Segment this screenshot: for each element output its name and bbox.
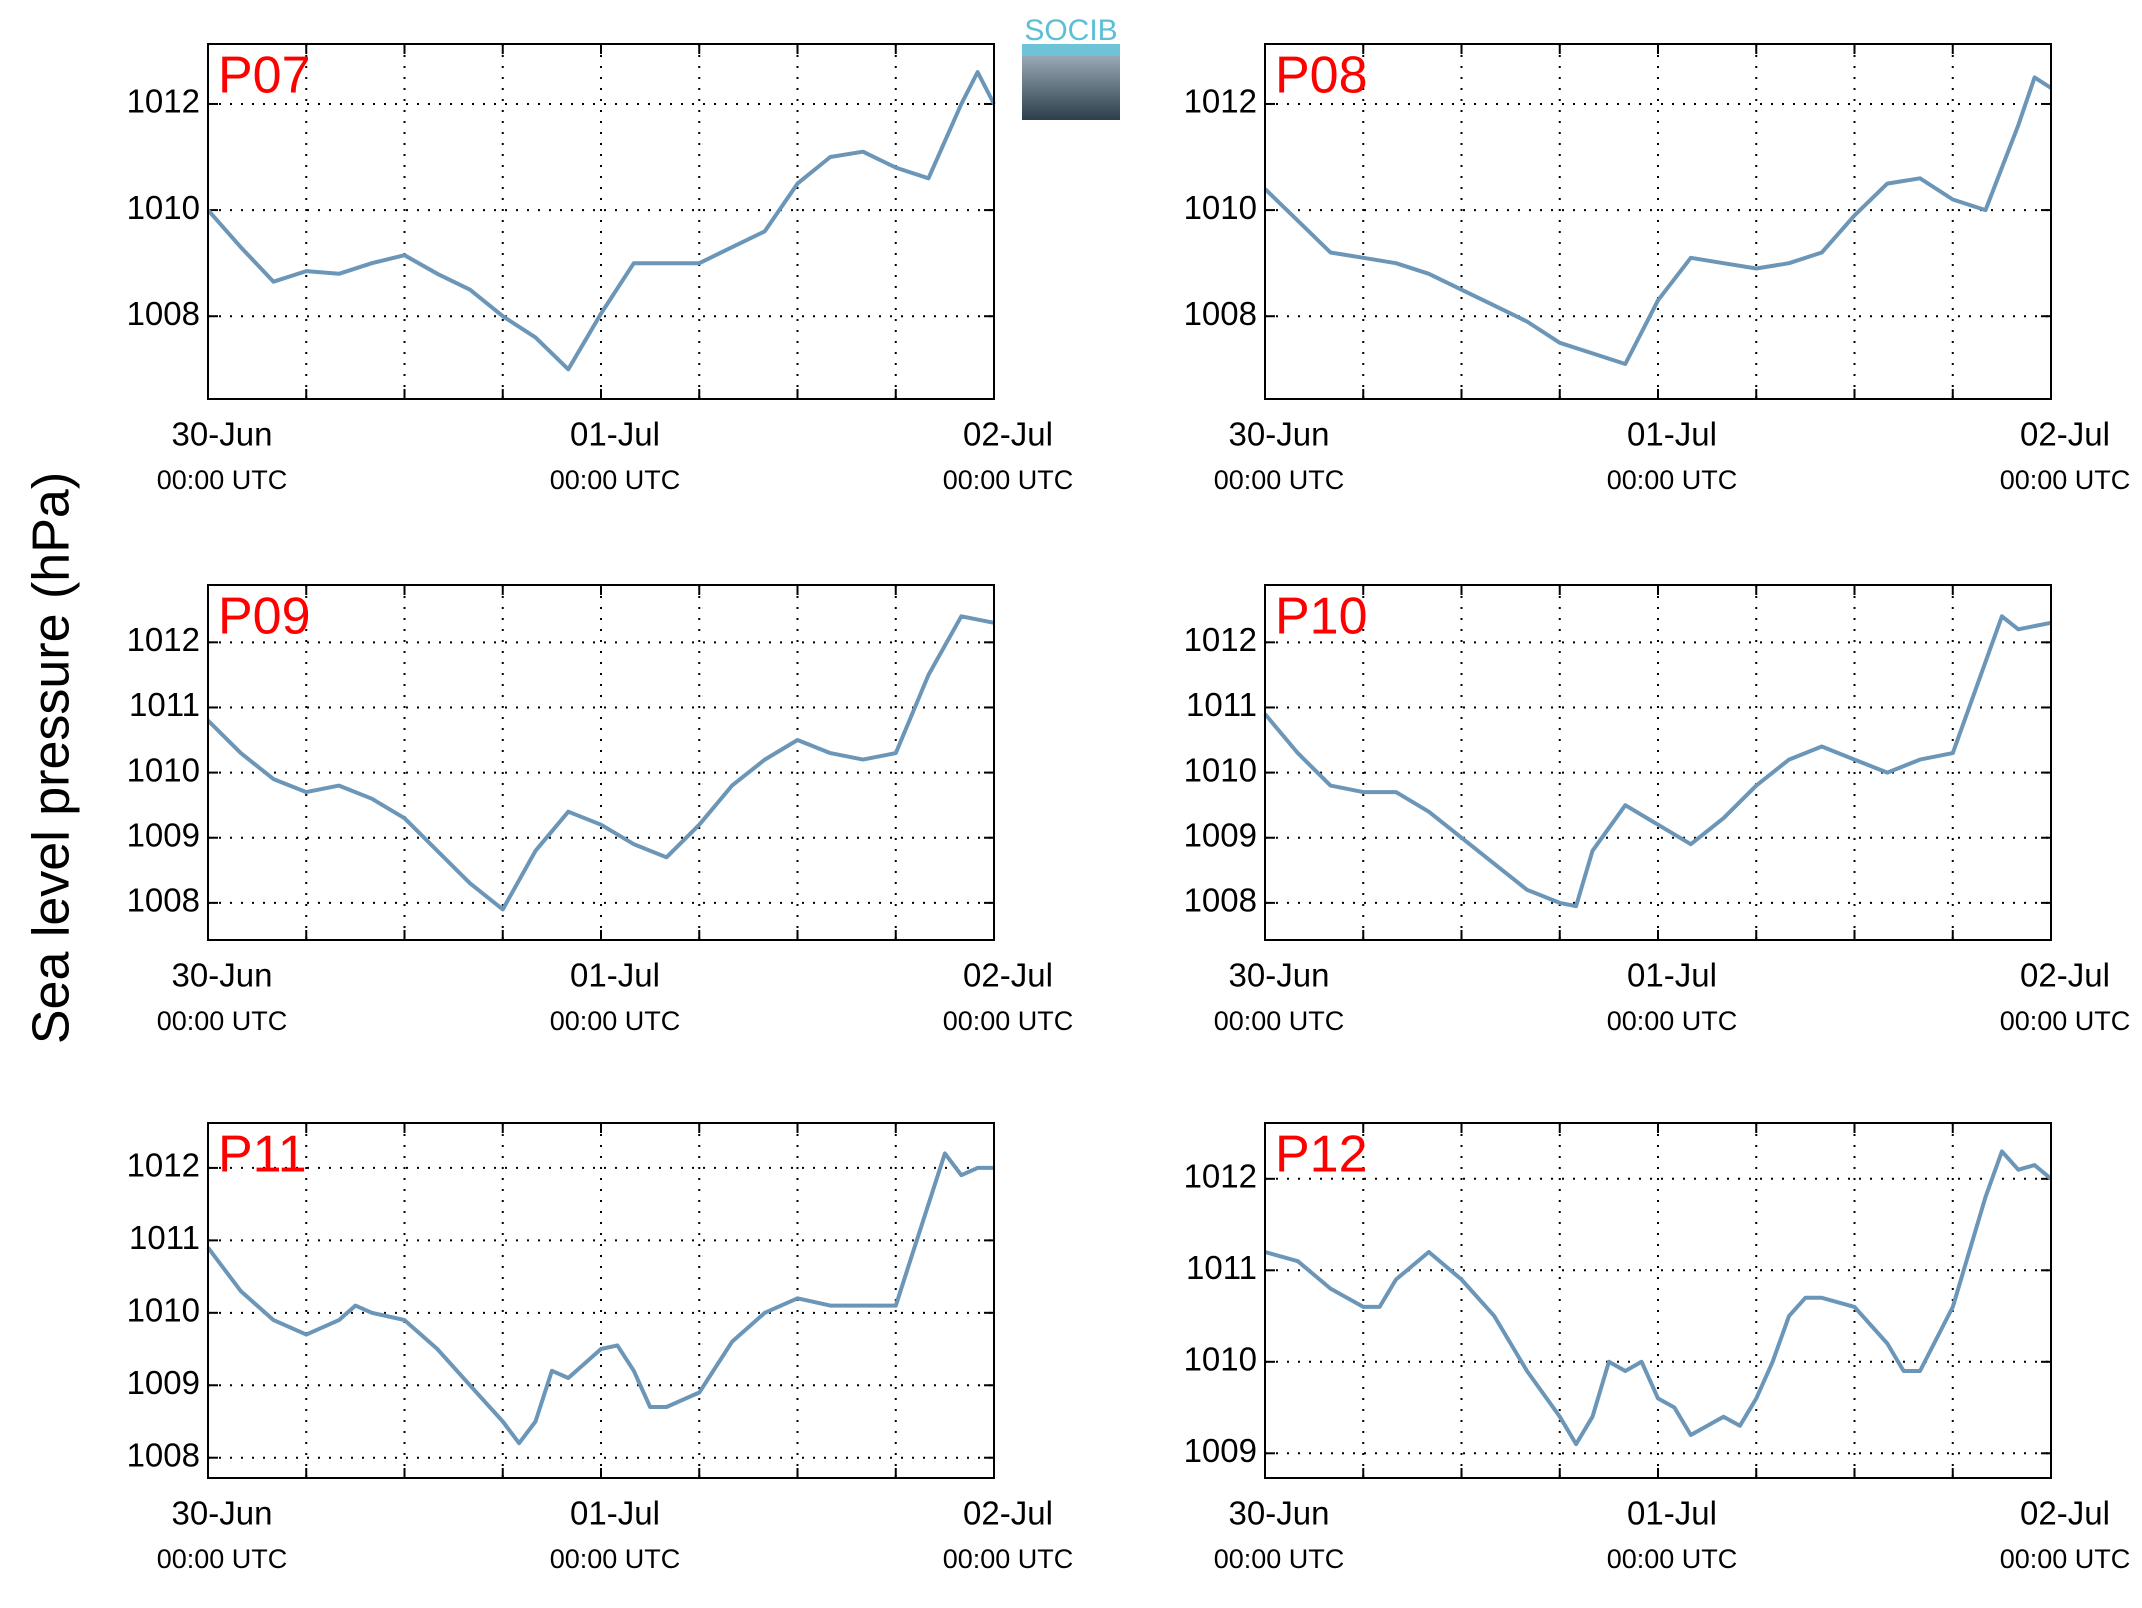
- x-tick-label: 30-Jun: [1229, 1495, 1330, 1532]
- plot-frame: [207, 584, 995, 941]
- plot-frame: [1264, 584, 2052, 941]
- x-tick-sublabel: 00:00 UTC: [1214, 1544, 1345, 1574]
- y-tick-label: 1009: [1184, 1432, 1257, 1469]
- logo: SOCIB: [1022, 14, 1120, 120]
- y-axis-label: Sea level pressure (hPa): [23, 472, 81, 1044]
- plot-frame: [207, 43, 995, 400]
- y-tick-label: 1012: [127, 1147, 200, 1184]
- plot-frame: [207, 1122, 995, 1479]
- x-tick-label: 02-Jul: [963, 957, 1053, 994]
- x-tick-sublabel: 00:00 UTC: [1607, 1544, 1738, 1574]
- plot-frame: [1264, 43, 2052, 400]
- panel-title: P07: [218, 47, 311, 105]
- panel: 1008 1010 1012 30-Jun 00:00 UTC 01-Jul 00:00 U…: [1184, 43, 2131, 495]
- data-line: [1263, 614, 2052, 909]
- panel: 1008 1009 1010 1011 1012 30-Jun 00:00 UTC 01-Ju…: [127, 584, 1074, 1036]
- x-tick-label: 30-Jun: [172, 1495, 273, 1532]
- y-tick-label: 1009: [127, 816, 200, 853]
- x-tick-sublabel: 00:00 UTC: [1214, 1006, 1345, 1036]
- y-tick-label: 1012: [127, 621, 200, 658]
- x-tick-label: 01-Jul: [1627, 416, 1717, 453]
- x-tick-sublabel: 00:00 UTC: [157, 1006, 288, 1036]
- panel-title: P10: [1275, 588, 1368, 646]
- panel-title: P08: [1275, 47, 1368, 105]
- x-tick-sublabel: 00:00 UTC: [1607, 1006, 1738, 1036]
- x-tick-sublabel: 00:00 UTC: [550, 1544, 681, 1574]
- panel: 1009 1010 1011 1012 30-Jun 00:00 UTC 01-Jul 00:…: [1184, 1122, 2131, 1574]
- x-tick-label: 01-Jul: [1627, 957, 1717, 994]
- x-tick-sublabel: 00:00 UTC: [157, 465, 288, 495]
- data-line: [1263, 75, 2053, 366]
- y-tick-label: 1012: [1184, 1158, 1257, 1195]
- x-tick-label: 02-Jul: [963, 416, 1053, 453]
- panel: 1008 1009 1010 1011 1012 30-Jun 00:00 UTC 01-Ju…: [1184, 584, 2131, 1036]
- data-line: [206, 1151, 994, 1446]
- x-tick-label: 30-Jun: [172, 416, 273, 453]
- y-tick-label: 1008: [1184, 295, 1257, 332]
- x-tick-label: 02-Jul: [2020, 1495, 2110, 1532]
- y-tick-label: 1012: [1184, 621, 1257, 658]
- panel-title: P09: [218, 588, 311, 646]
- y-tick-label: 1008: [127, 295, 200, 332]
- y-tick-label: 1010: [127, 189, 200, 226]
- x-tick-label: 02-Jul: [963, 1495, 1053, 1532]
- x-tick-label: 01-Jul: [570, 416, 660, 453]
- data-line: [1264, 1149, 2053, 1447]
- y-tick-label: 1012: [1184, 83, 1257, 120]
- x-tick-label: 02-Jul: [2020, 416, 2110, 453]
- y-tick-label: 1011: [1186, 686, 1257, 723]
- y-tick-label: 1010: [1184, 189, 1257, 226]
- y-tick-label: 1010: [127, 1292, 200, 1329]
- y-tick-label: 1009: [1184, 816, 1257, 853]
- y-tick-label: 1009: [127, 1364, 200, 1401]
- logo-wave: [1022, 44, 1120, 56]
- y-tick-label: 1011: [129, 686, 200, 723]
- y-tick-label: 1010: [1184, 751, 1257, 788]
- x-tick-label: 02-Jul: [2020, 957, 2110, 994]
- panel: 1008 1009 1010 1011 1012 30-Jun 00:00 UTC 01-Ju…: [127, 1122, 1074, 1574]
- plot-frame: [1264, 1122, 2052, 1479]
- panel-title: P11: [218, 1126, 307, 1184]
- x-tick-sublabel: 00:00 UTC: [157, 1544, 288, 1574]
- x-tick-label: 30-Jun: [1229, 957, 1330, 994]
- x-tick-sublabel: 00:00 UTC: [2000, 465, 2131, 495]
- y-tick-label: 1011: [129, 1219, 200, 1256]
- y-tick-label: 1008: [127, 882, 200, 919]
- logo-box: [1022, 52, 1120, 120]
- x-tick-sublabel: 00:00 UTC: [1607, 465, 1738, 495]
- x-tick-sublabel: 00:00 UTC: [550, 1006, 681, 1036]
- data-line: [206, 614, 995, 912]
- panel: 1008 1010 1012 30-Jun 00:00 UTC 01-Jul 00:00 U…: [127, 43, 1074, 495]
- y-tick-label: 1010: [1184, 1341, 1257, 1378]
- x-tick-sublabel: 00:00 UTC: [943, 1544, 1074, 1574]
- y-tick-label: 1012: [127, 83, 200, 120]
- x-tick-sublabel: 00:00 UTC: [2000, 1006, 2131, 1036]
- y-tick-label: 1010: [127, 751, 200, 788]
- y-tick-label: 1008: [127, 1436, 200, 1473]
- x-tick-sublabel: 00:00 UTC: [550, 465, 681, 495]
- data-line: [206, 70, 996, 372]
- y-tick-label: 1011: [1186, 1249, 1257, 1286]
- x-tick-label: 30-Jun: [172, 957, 273, 994]
- x-tick-label: 01-Jul: [570, 957, 660, 994]
- x-tick-sublabel: 00:00 UTC: [943, 465, 1074, 495]
- x-tick-label: 01-Jul: [570, 1495, 660, 1532]
- x-tick-sublabel: 00:00 UTC: [2000, 1544, 2131, 1574]
- logo-text: SOCIB: [1024, 14, 1117, 47]
- y-tick-label: 1008: [1184, 882, 1257, 919]
- panel-title: P12: [1275, 1126, 1368, 1184]
- x-tick-sublabel: 00:00 UTC: [1214, 465, 1345, 495]
- x-tick-label: 01-Jul: [1627, 1495, 1717, 1532]
- x-tick-sublabel: 00:00 UTC: [943, 1006, 1074, 1036]
- x-tick-label: 30-Jun: [1229, 416, 1330, 453]
